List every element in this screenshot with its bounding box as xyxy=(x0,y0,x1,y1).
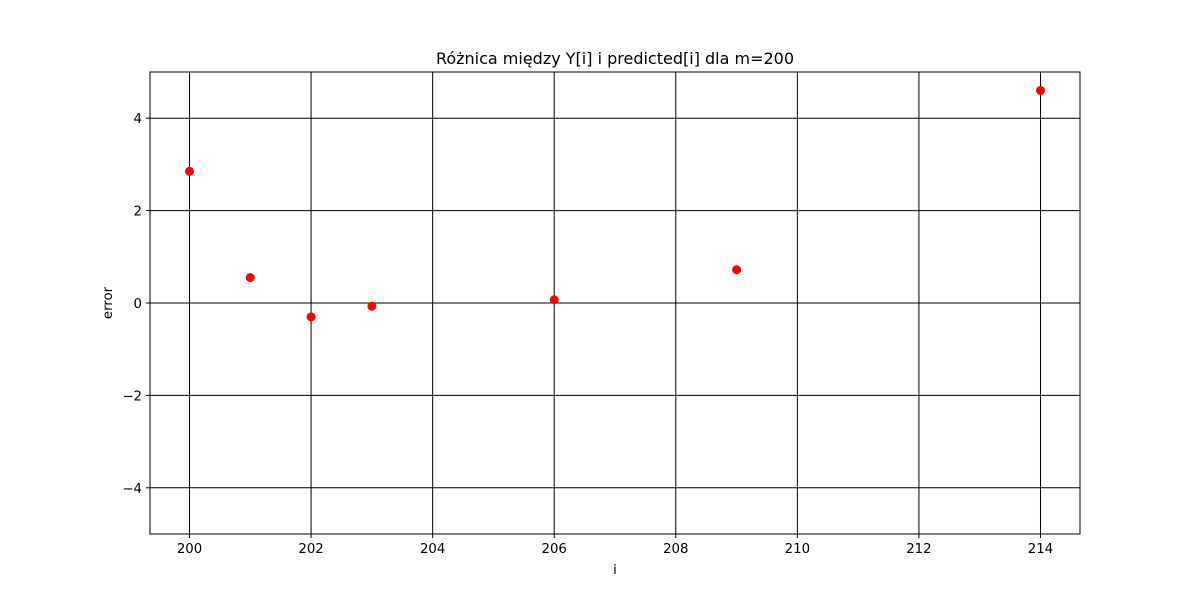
data-point xyxy=(367,301,377,311)
data-points xyxy=(185,85,1045,322)
data-point xyxy=(732,265,742,275)
x-tick-label: 204 xyxy=(420,542,445,557)
chart-title: Różnica między Y[i] i predicted[i] dla m… xyxy=(436,49,794,68)
x-axis-label: i xyxy=(613,563,617,578)
x-tick-label: 202 xyxy=(298,542,323,557)
grid-lines xyxy=(150,72,1080,534)
x-tick-label: 200 xyxy=(177,542,202,557)
x-tick-label: 210 xyxy=(785,542,810,557)
x-tick-label: 214 xyxy=(1028,542,1053,557)
y-tick-label: −2 xyxy=(122,389,142,404)
y-tick-label: 2 xyxy=(134,205,142,220)
x-tick-label: 206 xyxy=(542,542,567,557)
y-tick-label: 4 xyxy=(134,112,142,127)
data-point xyxy=(549,295,559,305)
x-tick-label: 208 xyxy=(663,542,688,557)
data-point xyxy=(245,273,255,283)
data-point xyxy=(185,166,195,176)
y-tick-label: −4 xyxy=(122,482,142,497)
y-axis-label: error xyxy=(101,286,116,319)
y-tick-label: 0 xyxy=(134,297,142,312)
data-point xyxy=(306,312,316,322)
x-tick-label: 212 xyxy=(906,542,931,557)
axis-ticks: 200 202 204 206 208 210 212 214 −4 −2 0 2 4 xyxy=(122,112,1053,557)
data-point xyxy=(1035,85,1045,95)
